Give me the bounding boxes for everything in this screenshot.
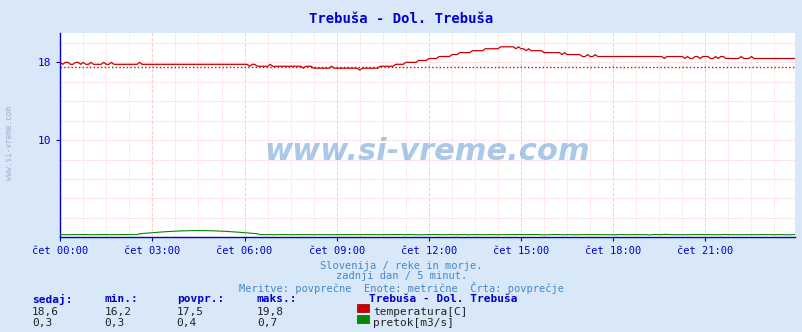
Text: Slovenija / reke in morje.: Slovenija / reke in morje. bbox=[320, 261, 482, 271]
Text: temperatura[C]: temperatura[C] bbox=[373, 307, 468, 317]
Text: 0,7: 0,7 bbox=[257, 318, 277, 328]
Text: Trebuša - Dol. Trebuša: Trebuša - Dol. Trebuša bbox=[369, 294, 517, 304]
Text: sedaj:: sedaj: bbox=[32, 294, 72, 305]
Text: povpr.:: povpr.: bbox=[176, 294, 224, 304]
Text: 18,6: 18,6 bbox=[32, 307, 59, 317]
Text: 19,8: 19,8 bbox=[257, 307, 284, 317]
Text: 0,3: 0,3 bbox=[104, 318, 124, 328]
Text: 0,3: 0,3 bbox=[32, 318, 52, 328]
Text: www.si-vreme.com: www.si-vreme.com bbox=[5, 106, 14, 180]
Text: Trebuša - Dol. Trebuša: Trebuša - Dol. Trebuša bbox=[309, 12, 493, 26]
Text: zadnji dan / 5 minut.: zadnji dan / 5 minut. bbox=[335, 271, 467, 281]
Text: 0,4: 0,4 bbox=[176, 318, 196, 328]
Text: Meritve: povprečne  Enote: metrične  Črta: povprečje: Meritve: povprečne Enote: metrične Črta:… bbox=[239, 282, 563, 293]
Text: min.:: min.: bbox=[104, 294, 138, 304]
Text: 17,5: 17,5 bbox=[176, 307, 204, 317]
Text: www.si-vreme.com: www.si-vreme.com bbox=[265, 137, 589, 166]
Text: maks.:: maks.: bbox=[257, 294, 297, 304]
Text: pretok[m3/s]: pretok[m3/s] bbox=[373, 318, 454, 328]
Text: 16,2: 16,2 bbox=[104, 307, 132, 317]
